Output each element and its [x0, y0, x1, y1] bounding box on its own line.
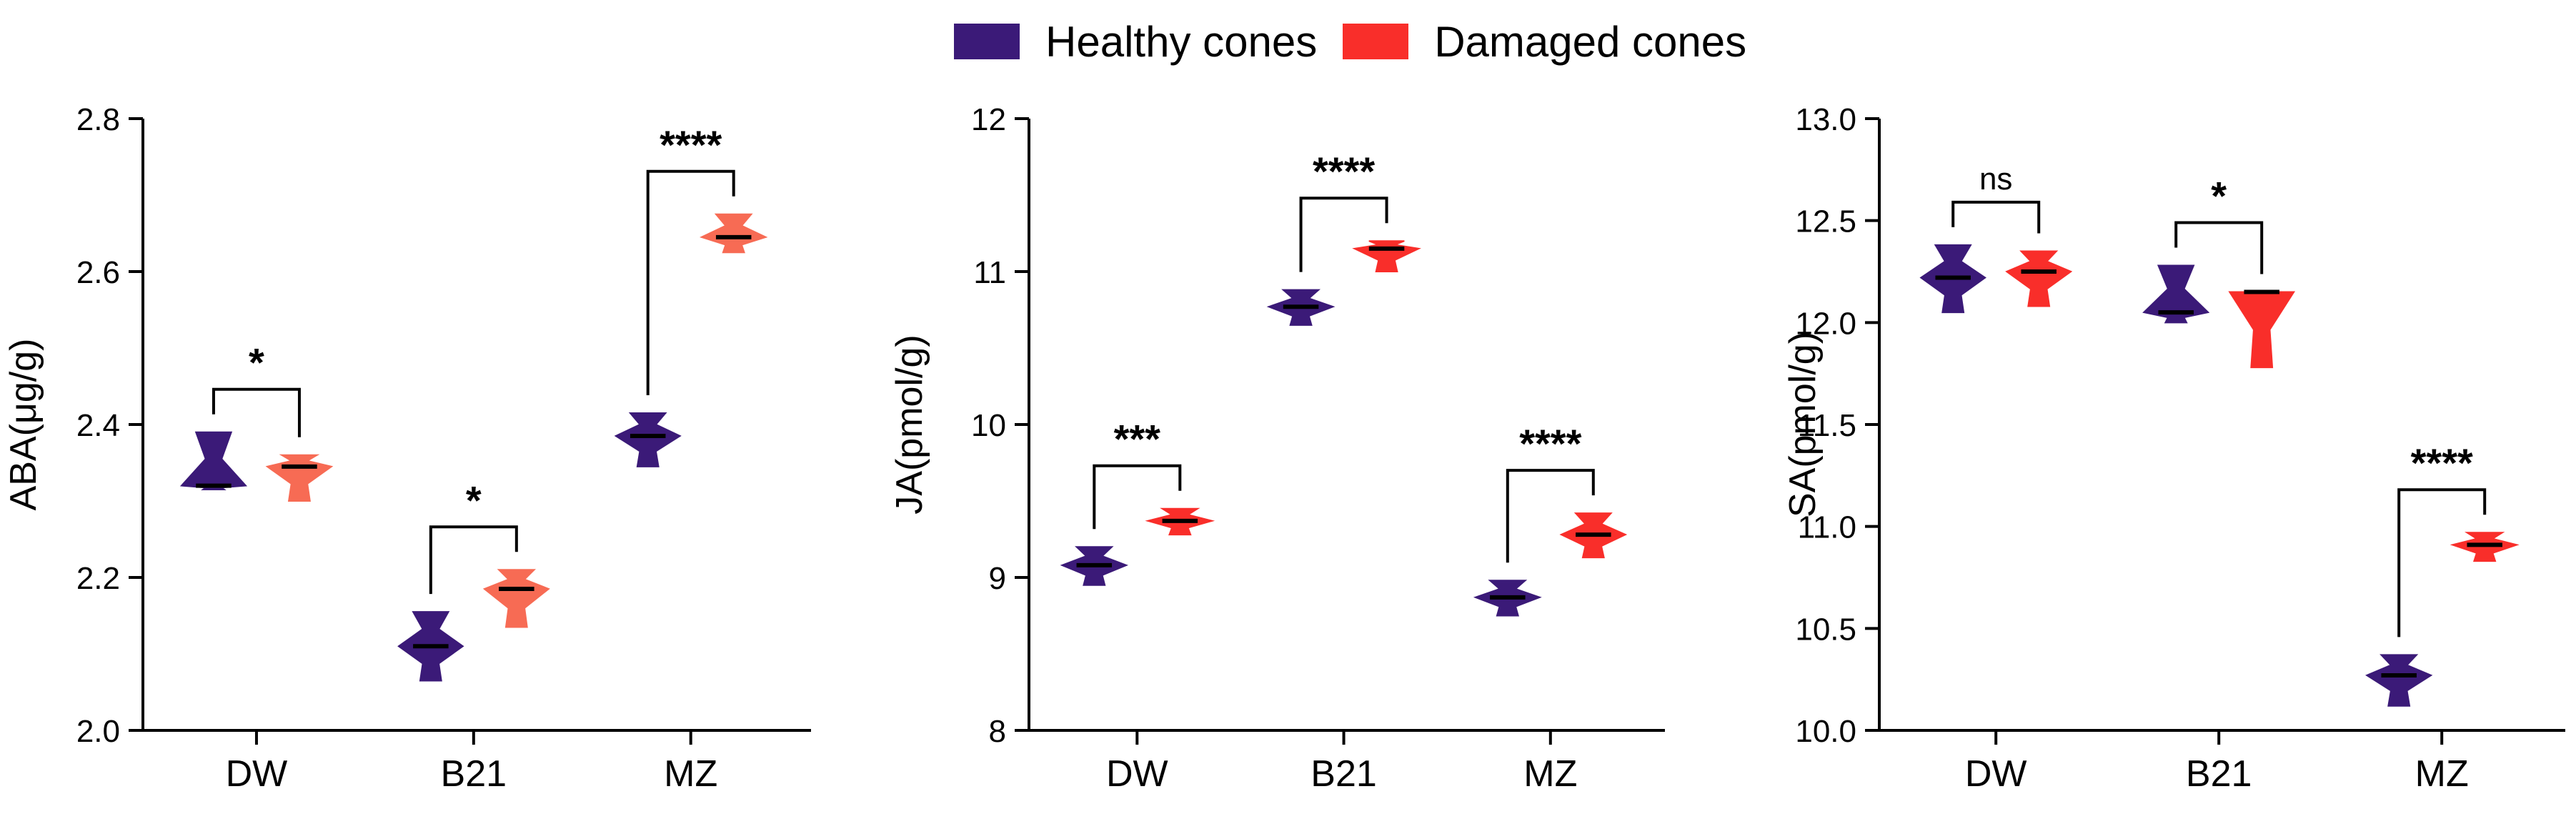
legend-label-damaged: Damaged cones: [1434, 17, 1747, 66]
legend-item-damaged: Damaged cones: [1343, 17, 1746, 66]
significance-label: ****: [1519, 421, 1581, 466]
y-tick-label: 2.6: [76, 255, 120, 290]
y-tick-label: 9: [989, 561, 1006, 596]
y-axis-label: SA(pmol/g): [1782, 332, 1824, 517]
significance-bracket: [1093, 464, 1182, 530]
y-tick-label: 11.0: [1798, 510, 1856, 545]
y-tick-label: 2.0: [76, 714, 120, 749]
violin-healthy: [614, 412, 682, 467]
legend: Healthy cones Damaged cones: [954, 13, 1772, 70]
significance-bracket: [429, 525, 518, 595]
y-tick-label: 11: [973, 255, 1006, 290]
y-tick-label: 11.5: [1798, 408, 1856, 443]
x-tick-label: DW: [226, 753, 288, 795]
y-tick-label: 12.5: [1795, 204, 1856, 239]
significance-label: *: [249, 340, 264, 385]
legend-item-healthy: Healthy cones: [954, 17, 1317, 66]
significance-label: ns: [1979, 162, 2012, 197]
x-tick-label: MZ: [2415, 753, 2469, 795]
significance-bracket: [1506, 469, 1595, 563]
significance-bracket: [1299, 197, 1388, 272]
violin-healthy: [179, 431, 248, 490]
violin-healthy: [2142, 264, 2210, 324]
violin-damaged: [482, 569, 550, 628]
violin-damaged: [265, 454, 334, 502]
x-tick-label: B21: [2186, 753, 2252, 795]
legend-swatch-damaged: [1343, 24, 1409, 59]
x-tick-label: MZ: [664, 753, 717, 795]
violin-damaged: [2228, 291, 2296, 369]
y-tick-label: 13.0: [1795, 102, 1856, 137]
significance-label: *: [2211, 173, 2227, 218]
y-tick-label: 2.8: [76, 102, 120, 137]
violin-healthy: [2365, 654, 2433, 707]
legend-label-healthy: Healthy cones: [1045, 17, 1318, 66]
y-axis-label: ABA(μg/g): [3, 339, 44, 511]
y-tick-label: 10.5: [1795, 612, 1856, 647]
significance-label: ****: [2411, 440, 2473, 485]
chart-panel-0: 2.0 2.2 2.4 2.6 2.8 ABA(μg/g) DW * B21 * MZ ****: [3, 102, 811, 795]
chart-panel-2: 10.0 10.5 11.0 11.5 12.0 12.5 13.0 SA(pmol/g) DW…: [1782, 102, 2565, 795]
y-tick-label: 2.4: [76, 408, 120, 443]
y-tick-label: 10: [971, 408, 1006, 443]
significance-label: ****: [1313, 149, 1375, 194]
chart-panel-1: 8 9 10 11 12 JA(pmol/g) DW *** B21 **** MZ ****: [889, 102, 1665, 795]
violin-damaged: [1352, 240, 1421, 272]
violin-damaged: [699, 213, 768, 254]
x-tick-label: B21: [441, 753, 507, 795]
significance-bracket: [212, 387, 301, 437]
y-tick-label: 10.0: [1795, 714, 1856, 749]
significance-bracket: [646, 169, 735, 395]
x-tick-label: B21: [1311, 753, 1377, 795]
y-tick-label: 8: [989, 714, 1006, 749]
y-tick-label: 12.0: [1795, 306, 1856, 341]
x-tick-label: MZ: [1523, 753, 1577, 795]
significance-label: ***: [1114, 417, 1161, 462]
significance-label: ****: [660, 122, 722, 167]
y-tick-label: 2.2: [76, 561, 120, 596]
significance-bracket: [1951, 200, 2041, 234]
legend-swatch-healthy: [954, 24, 1020, 59]
y-axis-label: JA(pmol/g): [889, 334, 930, 514]
y-tick-label: 12: [971, 102, 1006, 137]
x-tick-label: DW: [1106, 753, 1168, 795]
x-tick-label: DW: [1965, 753, 2027, 795]
violin-damaged: [2005, 250, 2073, 307]
significance-bracket: [2174, 221, 2264, 274]
significance-bracket: [2397, 488, 2487, 637]
significance-label: *: [466, 477, 482, 522]
